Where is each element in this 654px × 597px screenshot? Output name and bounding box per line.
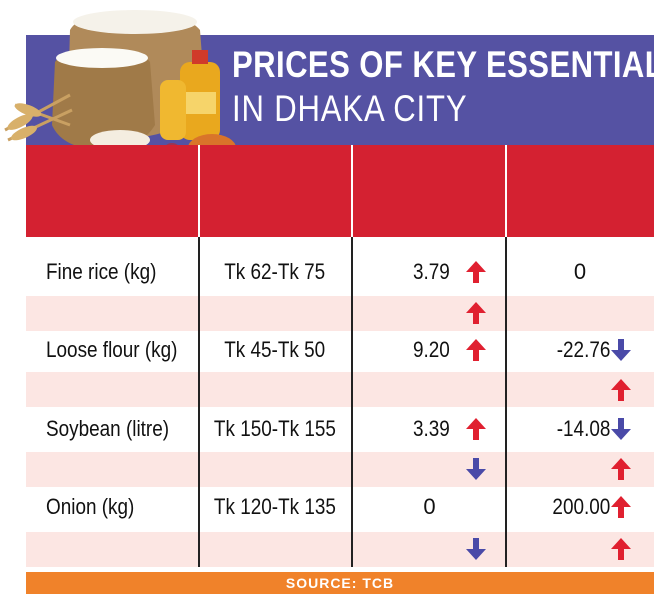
rice-top xyxy=(73,10,197,34)
table-subrow xyxy=(26,532,654,567)
change-value: 200.00 xyxy=(552,494,610,519)
flour-top xyxy=(56,48,148,68)
arrow-up-icon xyxy=(611,379,631,401)
arrow-up-icon xyxy=(466,418,486,440)
change-value: 3.39 xyxy=(413,416,450,441)
change-value: 0 xyxy=(573,259,587,284)
table-header xyxy=(26,145,654,237)
title-line-1: PRICES OF KEY ESSENTIALS xyxy=(232,44,654,85)
table-subrow xyxy=(26,452,654,487)
item-price: Tk 150-Tk 155 xyxy=(214,416,336,441)
item-price: Tk 120-Tk 135 xyxy=(214,494,336,519)
arrow-up-icon xyxy=(466,261,486,283)
arrow-down-icon xyxy=(611,339,631,361)
item-price: Tk 45-Tk 50 xyxy=(224,337,326,362)
groceries-illustration xyxy=(4,10,236,204)
change-value: 0 xyxy=(423,494,436,519)
arrow-up-icon xyxy=(611,496,631,518)
arrow-down-icon xyxy=(611,418,631,440)
arrow-up-icon xyxy=(466,339,486,361)
item-name: Soybean (litre) xyxy=(46,416,170,441)
arrow-down-icon xyxy=(466,538,486,560)
flour-sack xyxy=(52,48,155,150)
item-name: Onion (kg) xyxy=(46,494,135,519)
column-divider xyxy=(198,237,200,567)
item-price: Tk 62-Tk 75 xyxy=(224,259,326,284)
item-name: Loose flour (kg) xyxy=(46,337,178,362)
table-subrow xyxy=(26,296,654,331)
title-line-2: IN DHAKA CITY xyxy=(232,88,468,129)
table-subrow xyxy=(26,372,654,407)
oil-bottle-small xyxy=(160,80,186,140)
change-value: -14.08 xyxy=(556,416,610,441)
arrow-down-icon xyxy=(466,458,486,480)
oil-label xyxy=(184,92,216,114)
change-value: 9.20 xyxy=(413,337,450,362)
arrow-up-icon xyxy=(466,302,486,324)
column-divider xyxy=(505,237,507,567)
wheat-ears xyxy=(7,103,42,141)
column-divider xyxy=(505,145,507,237)
change-value: 3.79 xyxy=(413,259,450,284)
arrow-up-icon xyxy=(611,538,631,560)
source-note: SOURCE: TCB xyxy=(26,572,654,594)
change-value: -22.76 xyxy=(556,337,610,362)
column-divider xyxy=(351,145,353,237)
arrow-up-icon xyxy=(611,458,631,480)
column-divider xyxy=(351,237,353,567)
column-divider xyxy=(198,145,200,237)
item-name: Fine rice (kg) xyxy=(46,259,157,284)
oil-cap xyxy=(192,50,208,64)
